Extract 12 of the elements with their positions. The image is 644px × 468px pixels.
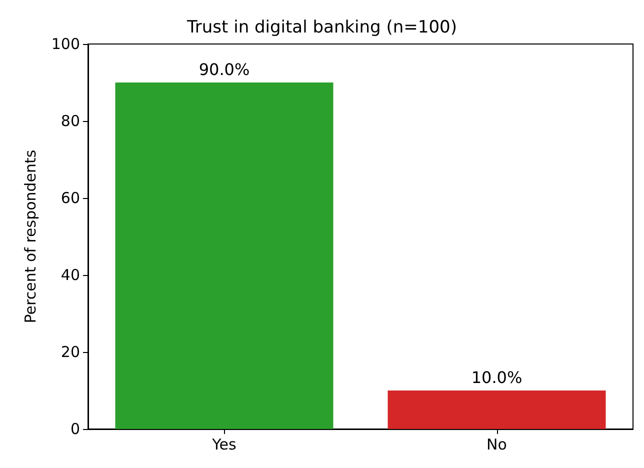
- y-tick-label: 20: [60, 343, 80, 361]
- x-tick-label: No: [486, 436, 507, 454]
- data-label: 10.0%: [471, 368, 522, 387]
- chart-title: Trust in digital banking (n=100): [186, 18, 457, 38]
- data-label: 90.0%: [198, 60, 250, 79]
- x-tick-label: Yes: [211, 436, 237, 454]
- y-tick-label: 100: [51, 35, 80, 53]
- y-tick-label: 80: [60, 112, 80, 130]
- y-tick-label: 40: [60, 266, 80, 284]
- y-axis-title: Percent of respondents: [22, 150, 40, 324]
- y-tick-label: 60: [60, 189, 80, 207]
- y-tick-label: 0: [70, 420, 80, 438]
